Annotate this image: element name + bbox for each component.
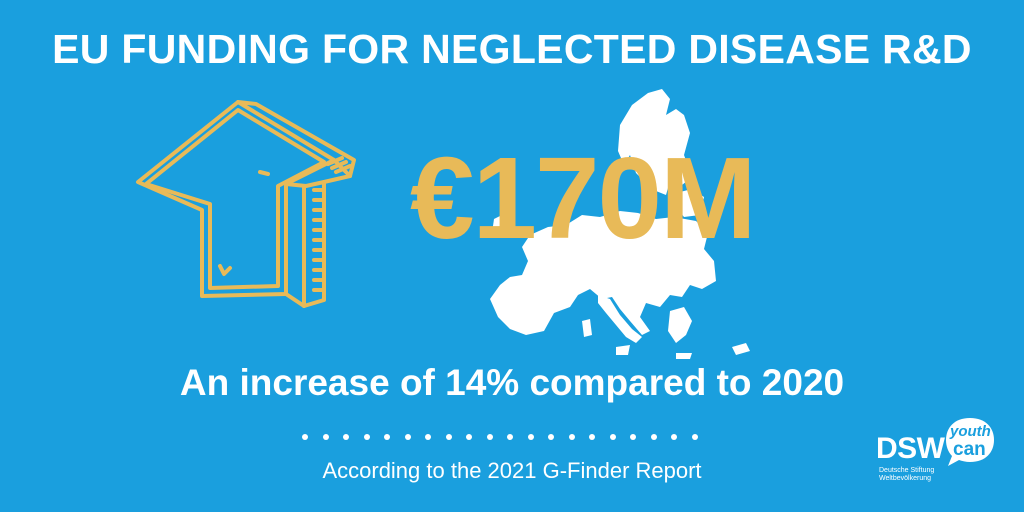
dsw-logo-text: DSW (876, 432, 945, 465)
divider-dot (343, 434, 349, 440)
can-text: can (953, 439, 986, 460)
divider-dot (445, 434, 452, 440)
europe-map-icon (490, 89, 750, 359)
divider-dot (507, 434, 513, 440)
divider-dot (404, 434, 411, 440)
divider-dot (568, 434, 575, 440)
divider-dot (527, 434, 534, 440)
divider-dot (630, 434, 636, 440)
divider-dot (466, 434, 472, 440)
divider-dot (363, 434, 370, 440)
divider-dot (589, 434, 595, 440)
youth-text: youth (950, 423, 991, 440)
dsw-youthcan-logo: DSW Deutsche Stiftung Weltbevölkerung yo… (876, 410, 1006, 490)
increase-subtitle: An increase of 14% compared to 2020 (179, 362, 845, 403)
divider-dot (609, 434, 616, 440)
funding-amount: €170M (410, 133, 757, 263)
up-arrow-sketch-icon (136, 100, 356, 308)
divider-dot (302, 434, 308, 440)
dsw-subtitle-line2: Weltbevölkerung (879, 475, 932, 482)
speech-bubble-icon (946, 418, 994, 466)
youthcan-badge: youth can (942, 414, 998, 470)
dotted-divider (302, 432, 712, 442)
divider-dot (671, 434, 677, 440)
dsw-logo-subtitle: Deutsche Stiftung Weltbevölkerung (879, 467, 949, 483)
divider-dot (425, 434, 431, 440)
divider-dot (384, 434, 390, 440)
divider-dot (548, 434, 554, 440)
divider-dot (322, 434, 329, 440)
divider-dot (691, 434, 698, 440)
dsw-subtitle-line1: Deutsche Stiftung (879, 467, 935, 474)
divider-dot (486, 434, 493, 440)
divider-dot (650, 434, 657, 440)
source-note: According to the 2021 G-Finder Report (322, 458, 702, 483)
infographic-title: EU FUNDING FOR NEGLECTED DISEASE R&D (52, 26, 972, 72)
